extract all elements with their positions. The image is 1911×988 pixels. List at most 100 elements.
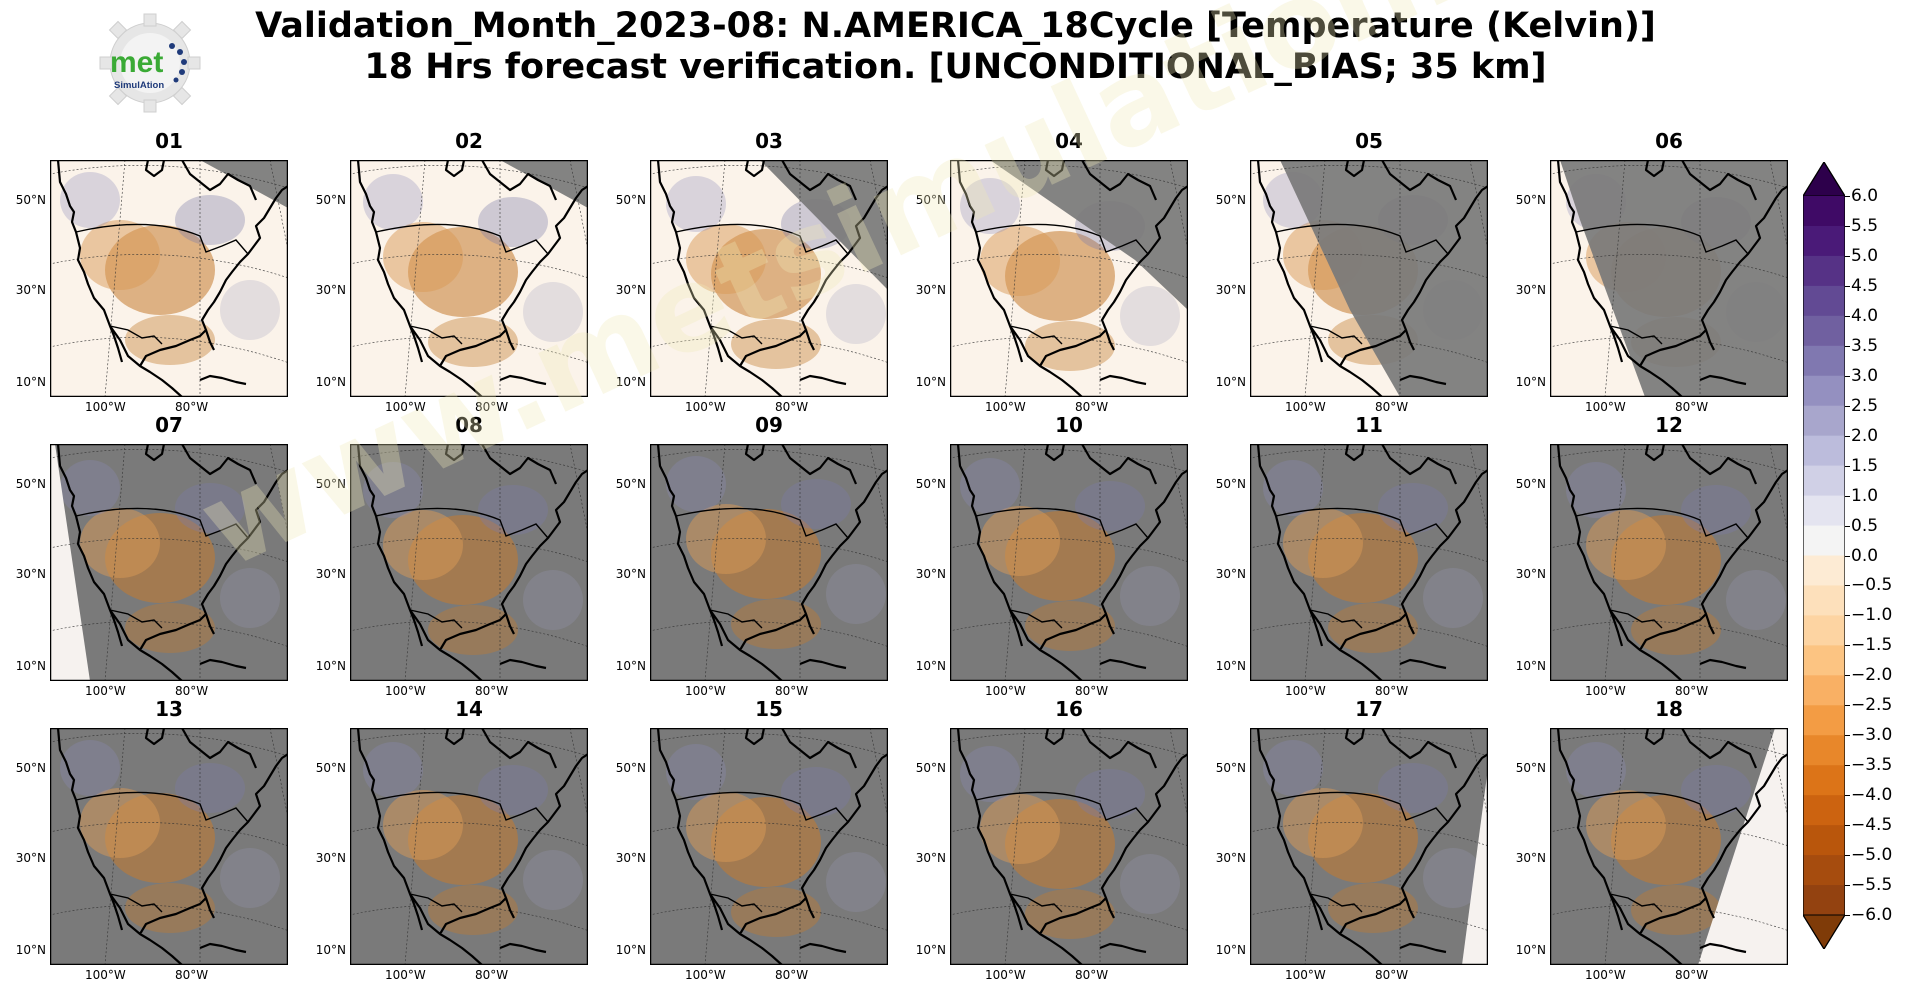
colorbar-tick-label: −3.5	[1851, 755, 1893, 776]
country-border	[1575, 791, 1749, 913]
map-panel: 06 50°N 30°N 10°N 100°W 80°W	[1516, 129, 1788, 414]
colorbar-bin	[1803, 675, 1845, 706]
lat-label: 10°N	[15, 943, 46, 957]
lat-label: 10°N	[615, 659, 646, 673]
lon-label: 100°W	[85, 684, 126, 698]
lon-label: 100°W	[1285, 400, 1326, 414]
colorbar-tick	[1845, 645, 1850, 647]
lon-label: 100°W	[1585, 684, 1626, 698]
coastline	[56, 160, 288, 397]
map-panel: 08 50°N 30°N 10°N 100°W 80°W	[316, 413, 588, 698]
lat-label: 10°N	[915, 943, 946, 957]
lat-label: 30°N	[915, 851, 946, 865]
map-panel: 13 50°N 30°N 10°N 100°W 80°W	[16, 697, 288, 982]
map-frame	[1250, 728, 1488, 965]
lat-label: 50°N	[615, 761, 646, 775]
map-frame	[50, 728, 288, 965]
colorbar-bin	[1803, 405, 1845, 437]
graticule-line	[269, 728, 288, 819]
lon-label: 80°W	[175, 684, 209, 698]
graticule-line	[869, 160, 888, 251]
map-frame	[650, 728, 888, 965]
map-frame	[50, 160, 288, 397]
valid-data-region	[50, 444, 90, 681]
colorbar-tick	[1845, 255, 1850, 257]
graticule-line	[650, 733, 888, 757]
lat-label: 30°N	[315, 283, 346, 297]
lat-label: 30°N	[915, 567, 946, 581]
country-border	[675, 791, 849, 913]
lat-label: 30°N	[1515, 283, 1546, 297]
no-data-region	[1280, 160, 1488, 397]
graticule-line	[569, 728, 588, 819]
lat-label: 10°N	[1515, 659, 1546, 673]
panel-title: 09	[755, 413, 783, 437]
graticule-line	[950, 538, 1188, 563]
country-border	[75, 223, 249, 345]
lat-label: 30°N	[615, 567, 646, 581]
lat-label: 50°N	[315, 477, 346, 491]
graticule-line	[50, 538, 288, 563]
map-plot	[1250, 444, 1488, 681]
country-border	[975, 507, 1149, 629]
colorbar-bin	[1803, 315, 1845, 347]
map-plot	[950, 444, 1188, 681]
lon-label: 100°W	[385, 968, 426, 982]
map-panel: 16 50°N 30°N 10°N 100°W 80°W	[916, 697, 1188, 982]
graticule-line	[650, 254, 888, 279]
graticule-line	[350, 254, 588, 279]
valid-data-region	[1698, 728, 1788, 965]
lat-label: 10°N	[615, 375, 646, 389]
panel-title: 13	[155, 697, 183, 721]
coastline	[656, 160, 888, 397]
figure-title-line1: Validation_Month_2023-08: N.AMERICA_18Cy…	[255, 6, 1656, 46]
map-plot	[350, 444, 588, 681]
graticule-line	[650, 822, 888, 847]
map-plot	[350, 160, 588, 397]
map-plot	[50, 444, 288, 681]
lon-label: 100°W	[685, 684, 726, 698]
coastline	[1256, 728, 1488, 965]
lon-label: 100°W	[1585, 400, 1626, 414]
country-border	[375, 223, 549, 345]
colorbar-bin	[1803, 585, 1845, 616]
map-plot	[1550, 728, 1788, 965]
lat-label: 50°N	[15, 193, 46, 207]
colorbar-tick	[1845, 855, 1850, 857]
graticule-line	[1250, 337, 1488, 363]
graticule-line	[1250, 254, 1488, 279]
colorbar-tick-label: −5.0	[1851, 845, 1893, 866]
colorbar-bin	[1803, 615, 1845, 646]
lat-label: 30°N	[615, 283, 646, 297]
graticule-line	[650, 449, 888, 473]
country-border	[675, 223, 849, 345]
lon-label: 100°W	[85, 968, 126, 982]
lat-label: 50°N	[615, 477, 646, 491]
lon-label: 100°W	[85, 400, 126, 414]
panel-title: 11	[1355, 413, 1383, 437]
lon-label: 100°W	[685, 968, 726, 982]
colorbar-tick	[1845, 525, 1850, 527]
panel-title: 16	[1055, 697, 1083, 721]
graticule-line	[1550, 254, 1788, 279]
lat-label: 30°N	[1515, 567, 1546, 581]
colorbar-tick-label: 1.0	[1851, 485, 1879, 506]
colorbar	[1803, 162, 1845, 949]
colorbar-tick-label: −5.5	[1851, 875, 1893, 896]
colorbar-bin	[1803, 225, 1845, 257]
lon-label: 100°W	[1285, 968, 1326, 982]
graticule-line	[1550, 165, 1788, 189]
colorbar-tick-label: −2.5	[1851, 695, 1893, 716]
lat-label: 10°N	[1215, 375, 1246, 389]
met-simulation-logo: met SimulAtion	[99, 13, 201, 113]
valid-data-region	[1462, 768, 1488, 965]
map-frame	[350, 160, 588, 397]
lat-label: 10°N	[915, 375, 946, 389]
colorbar-tick-label: 0.5	[1851, 515, 1879, 536]
panel-title: 06	[1655, 129, 1683, 153]
panel-title: 12	[1655, 413, 1683, 437]
lat-label: 30°N	[15, 567, 46, 581]
graticule-line	[1769, 160, 1788, 251]
no-data-region	[1560, 160, 1788, 397]
